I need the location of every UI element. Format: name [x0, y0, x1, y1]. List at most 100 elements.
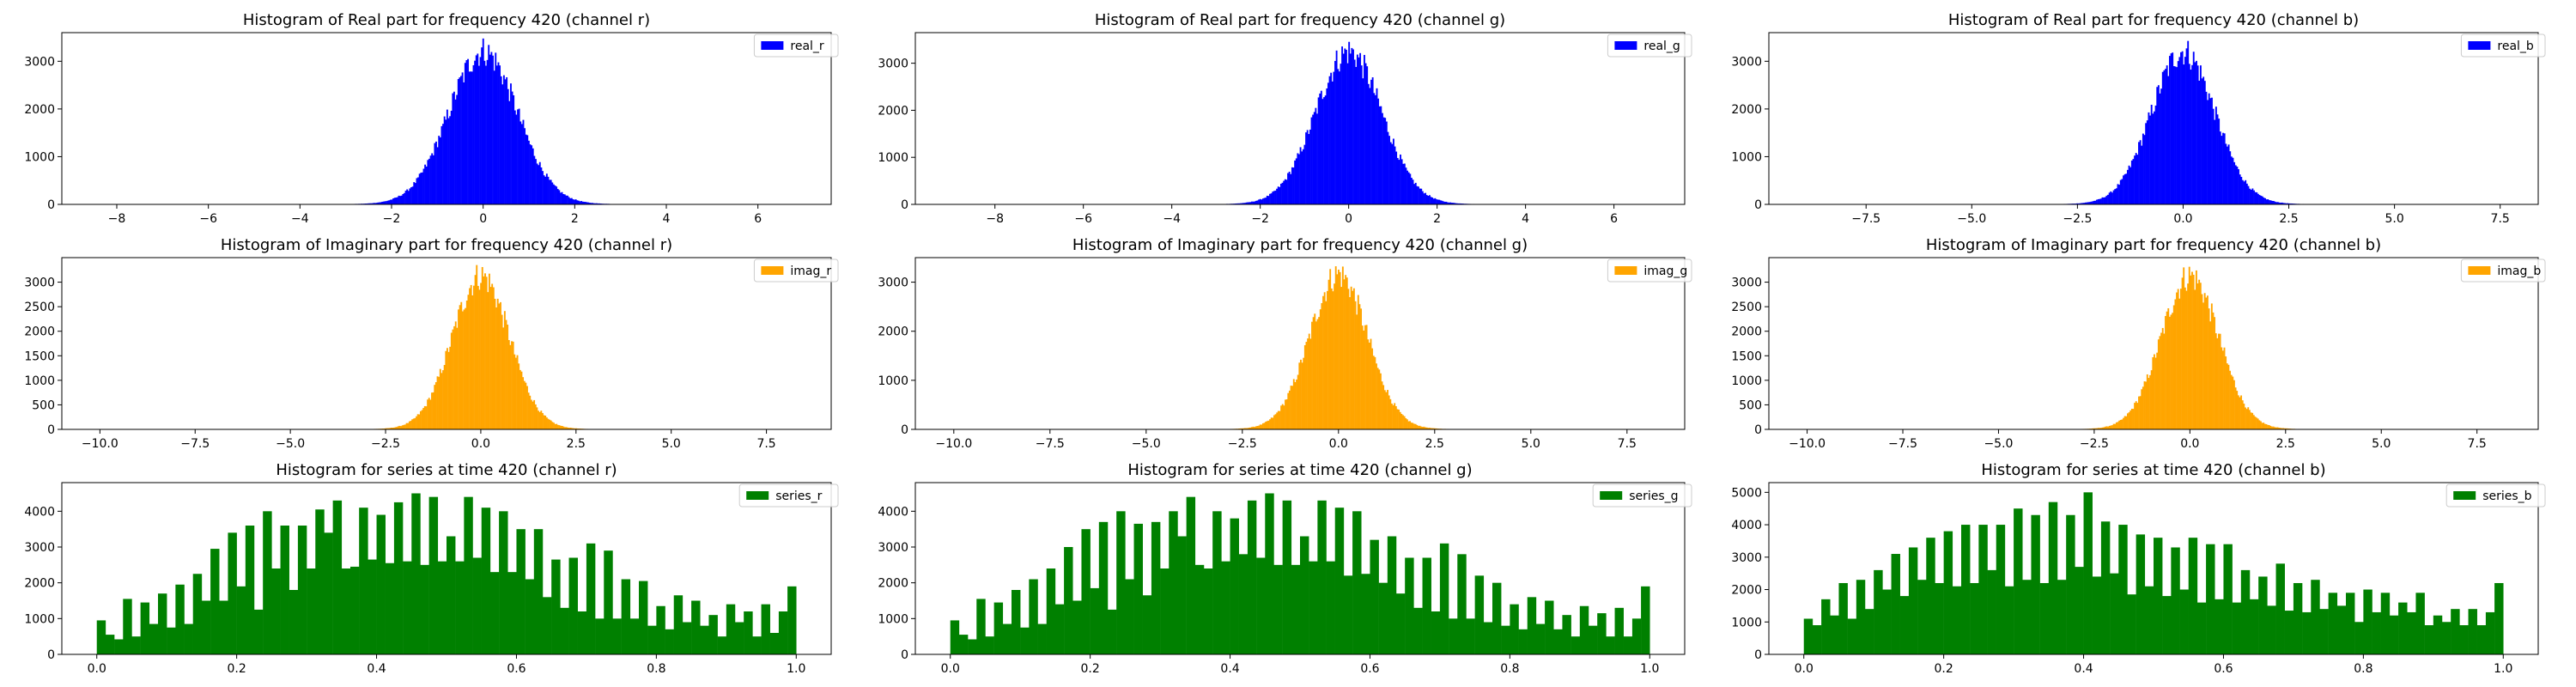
- histogram-bar: [421, 172, 423, 204]
- histogram-bar: [507, 325, 509, 429]
- histogram-bar: [2282, 203, 2285, 204]
- histogram-bar: [460, 76, 462, 205]
- histogram-bar: [400, 195, 403, 204]
- y-tick-label: 3000: [878, 58, 908, 71]
- histogram-bar: [1265, 422, 1267, 429]
- histogram-bar: [2240, 176, 2243, 204]
- histogram-bar: [2459, 625, 2469, 654]
- legend-swatch: [2468, 266, 2491, 275]
- histogram-bars: [1803, 492, 2504, 654]
- histogram-bar: [1400, 413, 1403, 429]
- histogram-bar: [449, 346, 452, 429]
- subplot-title: Histogram of Imaginary part for frequenc…: [221, 236, 672, 254]
- histogram-bar: [1899, 596, 1910, 654]
- legend-label: imag_g: [1643, 264, 1687, 278]
- legend-swatch: [2453, 491, 2476, 500]
- histogram-bar: [1443, 201, 1446, 204]
- x-tick-label: 5.0: [2385, 212, 2403, 226]
- x-tick-label: 0.2: [228, 662, 246, 676]
- histogram-bar: [2227, 144, 2230, 204]
- histogram-bar: [567, 195, 568, 204]
- histogram-bar: [1422, 557, 1431, 654]
- histogram-bar: [1430, 428, 1432, 429]
- histogram-bar: [639, 581, 648, 654]
- histogram-bar: [1012, 590, 1021, 654]
- histogram-bar: [2219, 131, 2221, 204]
- histogram-bar: [1349, 53, 1352, 205]
- y-tick-label: 0: [47, 198, 55, 212]
- histogram-bar: [2084, 202, 2087, 204]
- histogram-bar: [2389, 615, 2399, 654]
- histogram-bar: [1261, 199, 1263, 204]
- x-tick-label: −4: [291, 212, 309, 226]
- histogram-bar: [2111, 192, 2113, 204]
- histogram-bar: [1281, 404, 1284, 429]
- histogram-bar: [717, 636, 727, 654]
- histogram-bar: [1301, 151, 1303, 204]
- histogram-bar: [2216, 114, 2219, 204]
- histogram-bar: [525, 382, 527, 429]
- histogram-bar: [297, 526, 307, 654]
- histogram-bar: [2159, 93, 2161, 205]
- histogram-bar: [2252, 415, 2255, 429]
- histogram-bar: [1935, 582, 1944, 654]
- subplot-imag_r: Histogram of Imaginary part for frequenc…: [24, 236, 839, 451]
- histogram-bar: [2110, 191, 2112, 204]
- histogram-bars: [950, 493, 1650, 654]
- x-tick-label: 0.8: [1500, 662, 1519, 676]
- histogram-bar: [1416, 424, 1419, 429]
- histogram-bar: [474, 60, 477, 204]
- x-tick-label: 0.2: [1935, 662, 1953, 676]
- histogram-bar: [1961, 525, 1971, 654]
- histogram-bar: [2284, 611, 2294, 654]
- histogram-bar: [1256, 200, 1259, 204]
- histogram-bar: [2293, 582, 2303, 654]
- histogram-bar: [2176, 292, 2178, 429]
- histogram-bar: [1326, 88, 1328, 204]
- histogram-bar: [2103, 197, 2105, 204]
- histogram-bar: [1447, 202, 1449, 204]
- histogram-bar: [2328, 593, 2338, 654]
- histogram-bar: [2167, 307, 2170, 429]
- histogram-bar: [412, 418, 415, 429]
- histogram-bar: [2226, 363, 2228, 429]
- histogram-bar: [1361, 325, 1364, 429]
- histogram-bar: [1996, 525, 2006, 654]
- histogram-bar: [1346, 277, 1348, 429]
- histogram-bar: [1302, 149, 1304, 204]
- histogram-bar: [510, 83, 512, 205]
- x-tick-label: −7.5: [180, 437, 210, 451]
- x-tick-label: −2.5: [2080, 437, 2109, 451]
- histogram-bar: [454, 321, 457, 429]
- histogram-bar: [1372, 356, 1375, 429]
- histogram-bar: [1338, 269, 1340, 429]
- histogram-bar: [2125, 416, 2128, 429]
- histogram-bar: [400, 426, 403, 429]
- histogram-bar: [1309, 129, 1311, 204]
- histogram-bar: [280, 526, 289, 654]
- legend: series_g: [1592, 483, 1692, 508]
- histogram-bar: [1501, 625, 1510, 654]
- histogram-bar: [574, 199, 575, 204]
- x-tick-label: −10.0: [935, 437, 972, 451]
- histogram-bar: [1429, 428, 1431, 429]
- legend: series_r: [738, 483, 839, 508]
- histogram-bar: [2184, 287, 2186, 429]
- histogram-bar: [2146, 120, 2148, 204]
- histogram-bar: [447, 118, 450, 204]
- histogram-bar: [410, 187, 412, 204]
- histogram-bar: [1431, 611, 1441, 654]
- histogram-bar: [542, 171, 544, 204]
- histogram-bar: [535, 159, 537, 204]
- histogram-bar: [359, 508, 368, 654]
- legend-box: [2445, 483, 2546, 508]
- histogram-bar: [2121, 419, 2123, 429]
- histogram-bar: [417, 177, 419, 204]
- histogram-bar: [604, 550, 613, 654]
- histogram-bar: [500, 76, 502, 204]
- x-tick-label: −5.0: [1984, 437, 2013, 451]
- histogram-bar: [563, 194, 566, 204]
- histogram-bar: [2149, 115, 2152, 204]
- histogram-bar: [1343, 575, 1353, 654]
- histogram-bar: [471, 295, 474, 429]
